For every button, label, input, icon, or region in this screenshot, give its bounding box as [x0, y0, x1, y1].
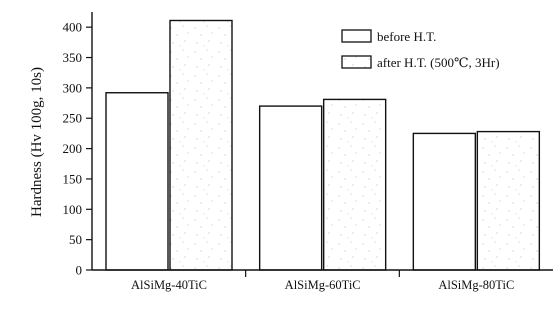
- bar-after-1: [169, 19, 233, 271]
- x-category-label: AlSiMg-80TiC: [438, 278, 514, 292]
- legend-swatch-after: [341, 55, 372, 69]
- y-tick-label: 350: [63, 50, 83, 65]
- y-tick-label: 100: [63, 202, 83, 217]
- legend: before H.T. after H.T. (500℃, 3Hr): [341, 29, 500, 70]
- y-tick-label: 200: [63, 141, 83, 156]
- bar-after-3: [476, 130, 541, 271]
- category-labels: AlSiMg-40TiC AlSiMg-60TiC AlSiMg-80TiC: [131, 278, 514, 292]
- y-tick-label: 300: [63, 80, 83, 95]
- bars: [105, 19, 541, 277]
- y-tick-label: 250: [63, 111, 83, 126]
- bar-before-3: [412, 132, 477, 271]
- legend-label-after: after H.T. (500℃, 3Hr): [377, 55, 500, 70]
- y-tick-label: 0: [76, 263, 83, 278]
- y-axis-title: Hardness (Hv 100g, 10s): [29, 67, 45, 217]
- y-axis-ticks: 0 50 100 150 200 250 300 350 400: [63, 20, 92, 278]
- x-category-label: AlSiMg-60TiC: [285, 278, 361, 292]
- legend-label-before: before H.T.: [377, 29, 436, 44]
- x-category-label: AlSiMg-40TiC: [131, 278, 207, 292]
- bar-before-2: [258, 105, 323, 271]
- y-tick-label: 50: [69, 232, 82, 247]
- y-tick-label: 150: [63, 171, 83, 186]
- legend-swatch-before: [341, 29, 372, 43]
- bar-before-1: [105, 92, 169, 271]
- bar-after-2: [322, 98, 387, 271]
- y-tick-label: 400: [63, 20, 83, 35]
